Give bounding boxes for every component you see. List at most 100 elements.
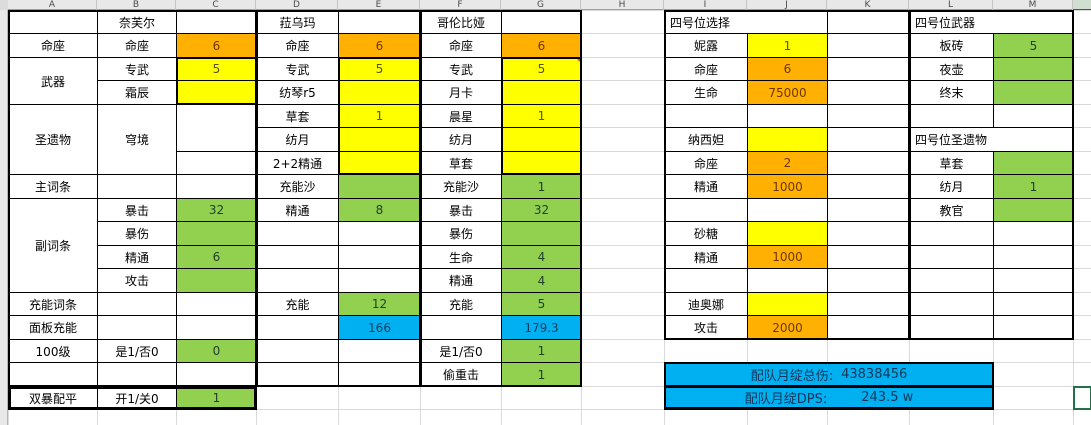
cell-G16[interactable]: 1 [501,362,582,387]
column-header-J[interactable]: J [747,0,827,10]
cell-B12[interactable]: 攻击 [97,268,177,293]
cell-A2[interactable]: 命座 [8,33,98,58]
cell-J3[interactable]: 6 [747,57,828,81]
cell-M13[interactable] [993,292,1074,316]
cell-F11[interactable]: 生命 [420,245,502,269]
cell-J8[interactable]: 1000 [747,174,828,199]
cell-B13[interactable] [97,292,177,316]
cell-A9[interactable]: 副词条 [8,198,98,293]
cell-B5[interactable]: 穹境 [97,104,177,175]
cell-K7[interactable] [827,151,910,175]
cell-M4[interactable] [993,80,1074,105]
cell-L13[interactable] [909,292,994,316]
cell-K12[interactable] [827,268,910,293]
cell-I9[interactable] [664,198,748,222]
cell-K1[interactable] [827,10,910,34]
cell-L9[interactable]: 教官 [909,198,994,222]
cell-A13[interactable]: 充能词条 [8,292,98,316]
cell-B9[interactable]: 暴击 [97,198,177,222]
cell-L12[interactable] [909,268,994,293]
cell-C8[interactable] [176,174,257,199]
cell-L6[interactable]: 四号位圣遗物 [909,127,1074,152]
cell-L5[interactable] [909,104,994,128]
cell-F8[interactable]: 充能沙 [420,174,502,199]
cell-G13[interactable]: 5 [501,292,582,316]
cell-E2[interactable]: 6 [338,33,421,58]
cell-L11[interactable] [909,245,994,269]
cell-B17[interactable]: 开1/关0 [97,386,177,410]
cell-A16[interactable] [8,362,98,387]
cell-K10[interactable] [827,221,910,246]
cell-G3[interactable]: 5 [501,57,582,81]
cell-E12[interactable] [338,268,421,293]
cell-J5[interactable] [747,104,828,128]
cell-D4[interactable]: 纺琴r5 [256,80,339,105]
cell-M5[interactable] [993,104,1074,128]
cell-D8[interactable]: 充能沙 [256,174,339,199]
cell-K14[interactable] [827,315,910,340]
cell-B16[interactable] [97,362,177,387]
cell-J12[interactable] [747,268,828,293]
cell-I5[interactable] [664,104,748,128]
cell-A3[interactable]: 武器 [8,57,98,105]
cell-D11[interactable] [256,245,339,269]
column-header-L[interactable]: L [909,0,993,10]
cell-K6[interactable] [827,127,910,152]
cell-I10[interactable]: 砂糖 [664,221,748,246]
cell-I6[interactable]: 纳西妲 [664,127,748,152]
cell-A5[interactable]: 圣遗物 [8,104,98,175]
cell-I8[interactable]: 精通 [664,174,748,199]
cell-E14[interactable]: 166 [338,315,421,340]
cell-L14[interactable] [909,315,994,340]
cell-C7[interactable] [176,151,257,175]
cell-C1[interactable] [176,10,257,34]
cell-I4[interactable]: 生命 [664,80,748,105]
cell-E8[interactable] [338,174,421,199]
cell-A15[interactable]: 100级 [8,339,98,363]
cell-E3[interactable]: 5 [338,57,421,81]
cell-D16[interactable] [256,362,339,387]
cell-F14[interactable] [420,315,502,340]
cell-C16[interactable] [176,362,257,387]
column-header-H[interactable]: H [581,0,664,10]
cell-L4[interactable]: 终末 [909,80,994,105]
cell-B10[interactable]: 暴伤 [97,221,177,246]
cell-G11[interactable]: 4 [501,245,582,269]
cell-F12[interactable]: 精通 [420,268,502,293]
cell-M3[interactable] [993,57,1074,81]
cell-G2[interactable]: 6 [501,33,582,58]
cell-K9[interactable] [827,198,910,222]
cell-B2[interactable]: 命座 [97,33,177,58]
cell-I13[interactable]: 迪奥娜 [664,292,748,316]
cell-C10[interactable] [176,221,257,246]
cell-F7[interactable]: 草套 [420,151,502,175]
cell-F6[interactable]: 纺月 [420,127,502,152]
cell-I1[interactable]: 四号位选择 [664,10,828,34]
cell-G12[interactable]: 4 [501,268,582,293]
cell-G7[interactable] [501,151,582,175]
cell-L2[interactable]: 板砖 [909,33,994,58]
cell-G5[interactable]: 1 [501,104,582,128]
cell-G1[interactable] [501,10,582,34]
cell-E10[interactable] [338,221,421,246]
cell-D12[interactable] [256,268,339,293]
cell-F9[interactable]: 暴击 [420,198,502,222]
cell-M10[interactable] [993,221,1074,246]
cell-K4[interactable] [827,80,910,105]
cell-F1[interactable]: 哥伦比娅 [420,10,502,34]
column-header-B[interactable]: B [97,0,176,10]
cell-B11[interactable]: 精通 [97,245,177,269]
cell-L7[interactable]: 草套 [909,151,994,175]
cell-M7[interactable] [993,151,1074,175]
cell-C5[interactable] [176,104,257,152]
cell-E5[interactable]: 1 [338,104,421,128]
cell-B4[interactable]: 霜辰 [97,80,177,105]
cell-M2[interactable]: 5 [993,33,1074,58]
cell-B1[interactable]: 奈芙尔 [97,10,177,34]
cell-I7[interactable]: 命座 [664,151,748,175]
cell-B14[interactable] [97,315,177,340]
cell-F3[interactable]: 专武 [420,57,502,81]
cell-G9[interactable]: 32 [501,198,582,222]
cell-C13[interactable] [176,292,257,316]
cell-J6[interactable] [747,127,828,152]
